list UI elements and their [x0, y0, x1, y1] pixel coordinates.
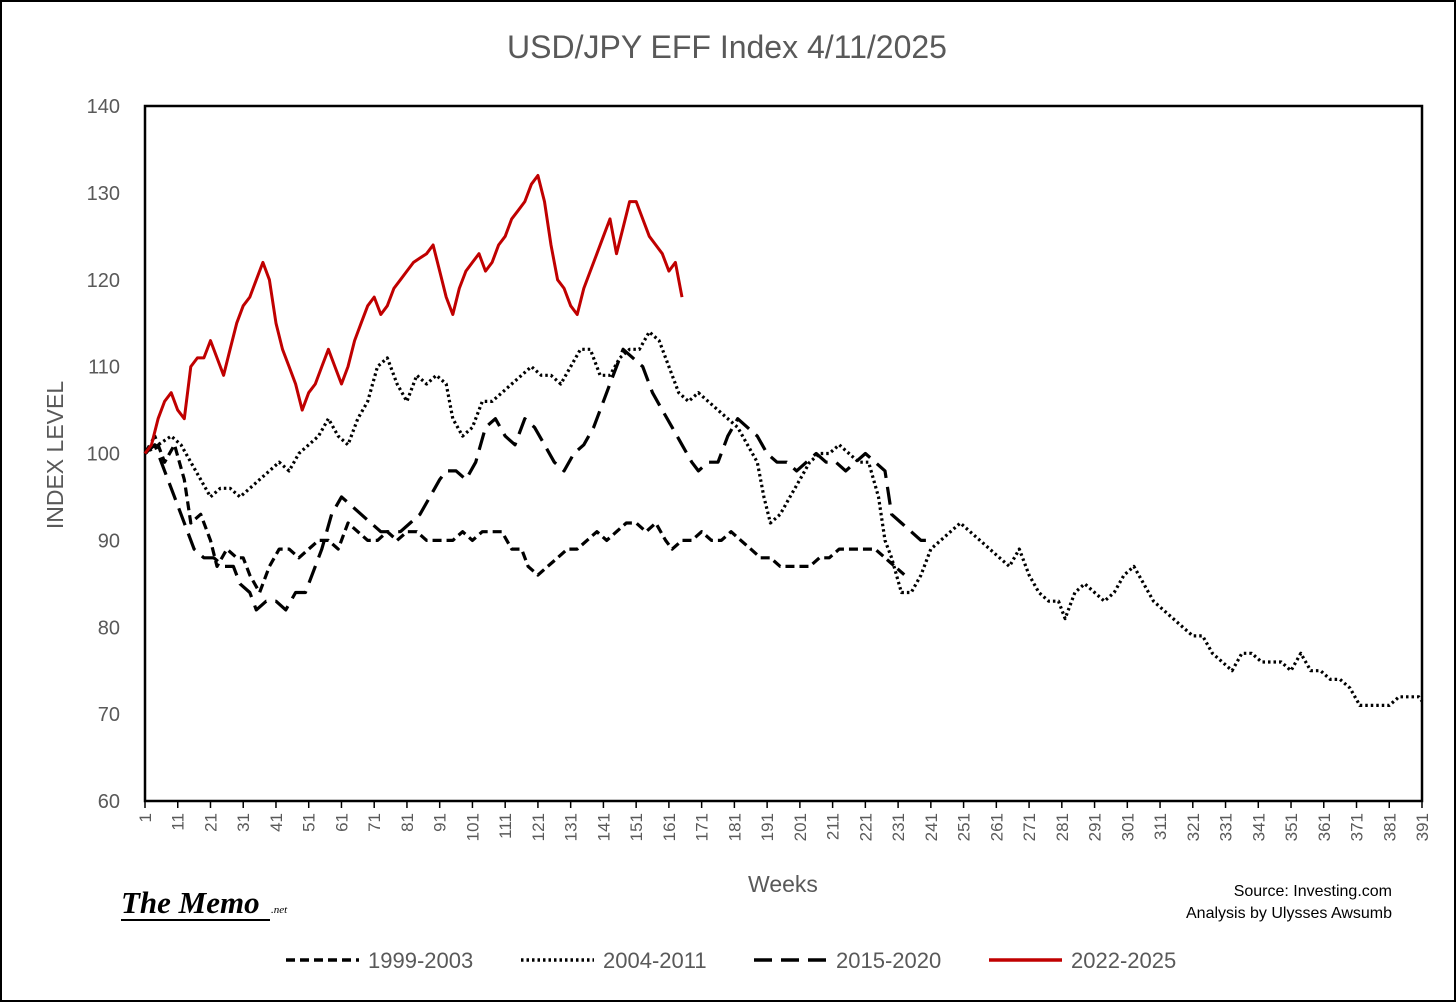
x-tick-label: 381: [1380, 813, 1399, 841]
logo-suffix: .net: [271, 904, 288, 916]
legend-label: 2004-2011: [603, 948, 707, 973]
x-tick-label: 271: [1020, 813, 1039, 841]
x-tick-label: 361: [1315, 813, 1334, 841]
x-tick-label: 171: [693, 813, 712, 841]
x-tick-label: 321: [1184, 813, 1203, 841]
x-tick-label: 341: [1249, 813, 1268, 841]
x-tick-label: 41: [267, 813, 286, 832]
x-tick-label: 331: [1217, 813, 1236, 841]
x-tick-label: 91: [431, 813, 450, 832]
x-tick-label: 121: [529, 813, 548, 841]
legend-label: 2015-2020: [836, 948, 941, 973]
y-tick-label: 80: [98, 617, 120, 639]
legend: 1999-2003 2004-2011 2015-2020 2022-2025: [286, 948, 1176, 973]
series-line-1999-2003: [143, 434, 906, 595]
x-tick-label: 31: [234, 813, 253, 832]
x-tick-label: 211: [824, 813, 843, 840]
x-tick-label: 11: [169, 813, 188, 831]
x-axis-title: Weeks: [748, 871, 818, 897]
x-tick-label: 151: [627, 813, 646, 841]
x-tick-label: 241: [922, 813, 941, 841]
x-tick-label: 101: [463, 813, 482, 841]
chart-title: USD/JPY EFF Index 4/11/2025: [507, 29, 947, 65]
x-tick-label: 81: [398, 813, 417, 832]
x-tick-label: 61: [332, 813, 351, 832]
x-tick-label: 21: [201, 813, 220, 832]
x-tick-label: 71: [365, 813, 384, 832]
y-tick-label: 60: [98, 791, 120, 813]
x-tick-label: 311: [1151, 813, 1170, 840]
legend-label: 2022-2025: [1071, 948, 1176, 973]
x-tick-label: 161: [660, 813, 679, 841]
x-tick-label: 181: [725, 813, 744, 841]
y-tick-label: 110: [88, 357, 120, 379]
x-tick-label: 221: [856, 813, 875, 841]
x-tick-label: 131: [562, 813, 581, 841]
x-tick-label: 351: [1282, 813, 1301, 841]
x-tick-label: 231: [889, 813, 908, 841]
x-axis-ticks: 1 11 21 31 41 51 61 71 81 91 101 111 121 131 141 151 161…: [136, 801, 1432, 841]
x-tick-label: 281: [1053, 813, 1072, 841]
x-tick-label: 301: [1118, 813, 1137, 841]
y-axis-ticks: 60 70 80 90 100 110 120 130 140: [87, 96, 120, 813]
x-tick-label: 51: [300, 813, 319, 832]
logo: The Memo .net: [121, 885, 288, 921]
x-tick-label: 201: [791, 813, 810, 841]
logo-text: The Memo: [121, 885, 260, 920]
y-tick-label: 100: [87, 444, 120, 466]
legend-label: 1999-2003: [368, 948, 473, 973]
x-tick-label: 371: [1348, 813, 1367, 841]
x-tick-label: 191: [758, 813, 777, 841]
x-tick-label: 111: [496, 813, 515, 839]
series-layer: [143, 174, 1424, 707]
x-tick-label: 291: [1086, 813, 1105, 841]
y-tick-label: 140: [87, 96, 120, 118]
source-line-1: Source: Investing.com: [1234, 883, 1392, 900]
source-line-2: Analysis by Ulysses Awsumb: [1186, 905, 1392, 922]
series-line-2022-2025: [143, 174, 684, 455]
series-line-2015-2020: [143, 347, 931, 612]
x-tick-label: 251: [955, 813, 974, 841]
x-tick-label: 1: [136, 813, 155, 822]
plot-area: [143, 104, 1424, 803]
series-line-2004-2011: [144, 330, 1424, 707]
y-tick-label: 90: [98, 530, 120, 552]
y-tick-label: 70: [98, 704, 120, 726]
y-axis-title: INDEX LEVEL: [42, 381, 68, 529]
x-tick-label: 141: [594, 813, 613, 841]
x-tick-label: 391: [1413, 813, 1432, 841]
y-tick-label: 130: [87, 183, 120, 205]
x-tick-label: 261: [987, 813, 1006, 841]
y-tick-label: 120: [87, 270, 120, 292]
